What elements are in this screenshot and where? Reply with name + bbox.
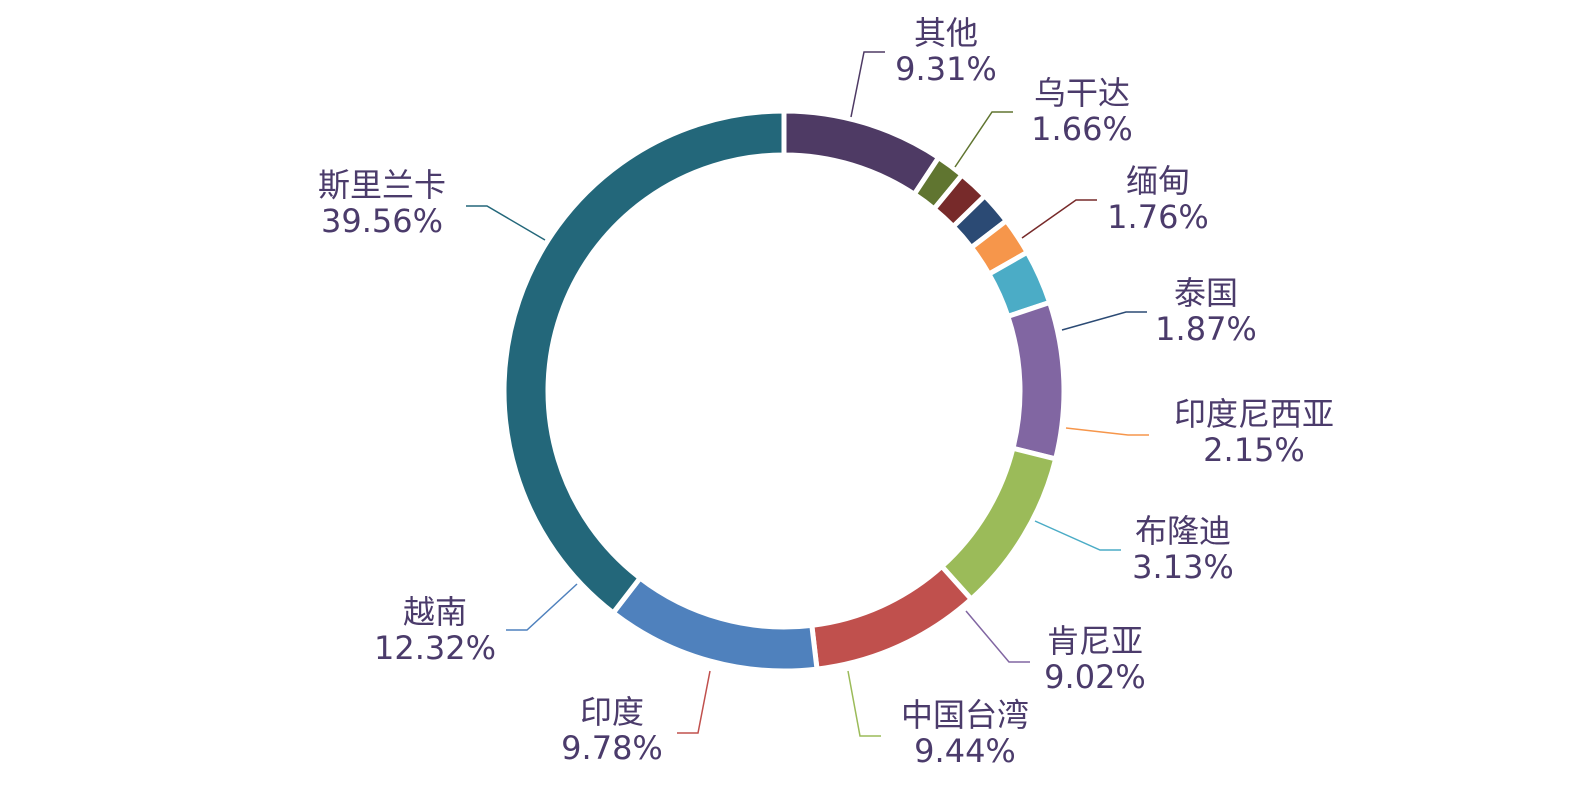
slice-9 xyxy=(609,574,820,674)
slice-10 xyxy=(501,108,787,617)
slice-0 xyxy=(781,108,943,198)
slice-percent-label: 12.32% xyxy=(374,629,496,667)
leader-line-1 xyxy=(954,111,1013,168)
slice-percent-label: 9.78% xyxy=(561,729,663,767)
leader-line-2 xyxy=(1021,199,1097,239)
slice-name-label: 印度 xyxy=(580,693,644,731)
leader-line-8 xyxy=(677,670,711,734)
slice-name-label: 缅甸 xyxy=(1126,162,1190,200)
slice-percent-label: 1.66% xyxy=(1031,110,1133,148)
slice-percent-label: 39.56% xyxy=(321,202,443,240)
leader-line-10 xyxy=(466,205,546,241)
leader-line-4 xyxy=(1065,427,1149,436)
slice-name-label: 印度尼西亚 xyxy=(1174,395,1334,433)
slice-8 xyxy=(809,562,975,672)
slice-percent-label: 2.15% xyxy=(1203,431,1305,469)
slice-name-label: 斯里兰卡 xyxy=(318,166,446,204)
leader-line-0 xyxy=(850,51,885,118)
slice-6 xyxy=(1004,299,1067,462)
slice-percent-label: 9.44% xyxy=(914,732,1016,770)
slices-layer xyxy=(501,108,1067,674)
slice-7 xyxy=(938,445,1059,603)
slice-name-label: 肯尼亚 xyxy=(1047,622,1143,660)
slice-percent-label: 9.31% xyxy=(895,50,997,88)
leader-line-6 xyxy=(965,610,1030,663)
slice-name-label: 乌干达 xyxy=(1034,74,1130,112)
slice-percent-label: 9.02% xyxy=(1044,658,1146,696)
leader-line-5 xyxy=(1034,520,1121,551)
slice-name-label: 其他 xyxy=(914,14,978,52)
slice-percent-label: 1.76% xyxy=(1107,198,1209,236)
leader-line-7 xyxy=(847,670,881,737)
slice-name-label: 泰国 xyxy=(1174,274,1238,312)
slice-name-label: 中国台湾 xyxy=(901,696,1029,734)
slice-percent-label: 1.87% xyxy=(1155,310,1257,348)
leader-line-3 xyxy=(1061,311,1147,331)
leader-lines-layer xyxy=(466,51,1149,737)
slice-name-label: 越南 xyxy=(403,593,467,631)
leader-line-9 xyxy=(506,583,578,631)
slice-percent-label: 3.13% xyxy=(1132,548,1234,586)
slice-name-label: 布隆迪 xyxy=(1135,512,1231,550)
